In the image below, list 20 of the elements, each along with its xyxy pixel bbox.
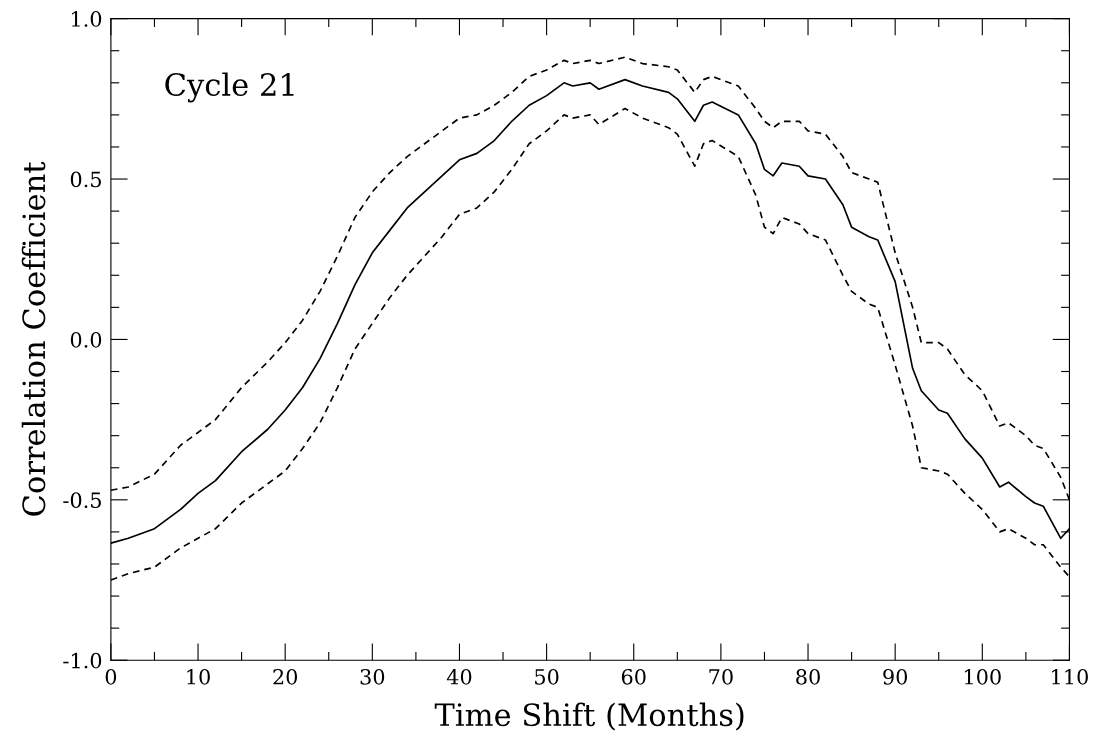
y-axis-title: Correlation Coefficient bbox=[21, 161, 46, 516]
x-tick-label: 30 bbox=[360, 668, 385, 685]
x-tick-label: 20 bbox=[273, 668, 298, 685]
y-tick-label: 1.0 bbox=[71, 11, 102, 27]
x-tick-label: 0 bbox=[105, 668, 117, 685]
y-tick-label: 0.5 bbox=[70, 171, 101, 188]
x-tick-label: 40 bbox=[446, 668, 472, 685]
x-tick-label: 80 bbox=[796, 668, 820, 685]
x-axis-title: Time Shift (Months) bbox=[434, 702, 744, 731]
x-tick-label: 50 bbox=[535, 668, 559, 685]
x-tick-label: 70 bbox=[709, 668, 733, 685]
x-tick-label: 100 bbox=[964, 668, 1001, 685]
x-tick-label: 60 bbox=[621, 668, 646, 685]
annotation: Cycle 21 bbox=[165, 72, 294, 103]
y-tick-label: 0.0 bbox=[70, 331, 102, 348]
y-tick-label: -0.5 bbox=[63, 492, 101, 509]
x-tick-label: 10 bbox=[187, 668, 210, 685]
y-tick-label: -1.0 bbox=[63, 652, 102, 669]
x-tick-label: 110 bbox=[1052, 668, 1088, 685]
x-tick-label: 90 bbox=[883, 668, 908, 685]
